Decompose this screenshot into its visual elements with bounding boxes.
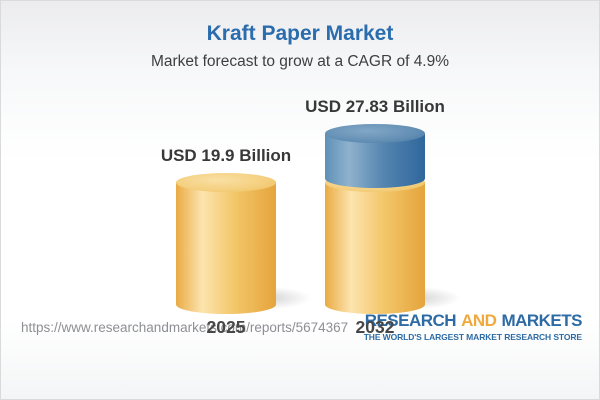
page-subtitle: Market forecast to grow at a CAGR of 4.9… — [150, 53, 450, 70]
cylinder-2032-base-segment — [325, 182, 425, 314]
cylinder-2025-cap — [176, 172, 276, 192]
researchandmarkets-logo[interactable]: RESEARCH AND MARKETS THE WORLD'S LARGEST… — [363, 311, 583, 343]
x-axis-label-2032: 2032 — [355, 317, 395, 337]
logo-word-research: RESEARCH — [364, 311, 457, 330]
footer: https://www.researchandmarkets.com/repor… — [1, 312, 599, 399]
logo-word-and: AND — [461, 311, 497, 330]
logo-wordmark: RESEARCH AND MARKETS — [364, 311, 583, 330]
cylinder-2025-base-segment — [176, 182, 276, 314]
logo-word-markets: MARKETS — [501, 311, 582, 330]
logo-tagline: THE WORLD'S LARGEST MARKET RESEARCH STOR… — [363, 332, 582, 342]
page-title: Kraft Paper Market — [206, 22, 394, 45]
x-axis-label-2025: 2025 — [206, 317, 246, 337]
cylinder-2032-growth-cap — [325, 124, 425, 143]
report-url-link[interactable]: https://www.researchandmarkets.com/repor… — [21, 320, 349, 335]
value-label-2025: USD 19.9 Billion — [160, 145, 292, 165]
value-label-2032: USD 27.83 Billion — [305, 97, 445, 116]
